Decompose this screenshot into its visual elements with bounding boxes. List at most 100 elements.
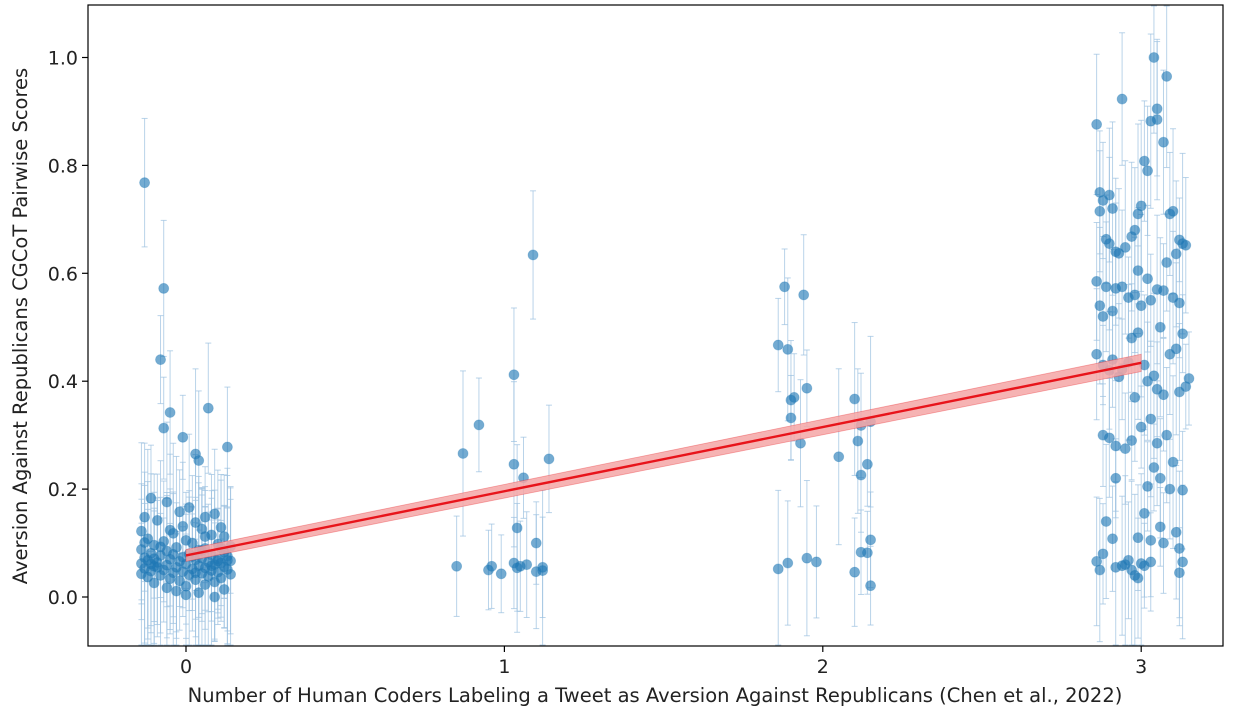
- data-point: [543, 453, 555, 465]
- data-point: [1158, 389, 1169, 401]
- data-point: [1174, 543, 1185, 554]
- data-point: [801, 552, 813, 564]
- data-point: [1170, 343, 1182, 355]
- data-point: [1094, 564, 1106, 576]
- data-point: [1145, 556, 1157, 568]
- data-point: [1161, 429, 1173, 441]
- data-point: [139, 511, 151, 523]
- y-tick-label: 0.4: [48, 371, 78, 393]
- data-point: [155, 354, 166, 366]
- data-point: [865, 534, 876, 546]
- y-tick-label: 0.2: [48, 479, 78, 501]
- data-point: [1103, 238, 1115, 250]
- data-point: [782, 343, 794, 355]
- y-axis-ticks: 0.0 0.2 0.4 0.6 0.8 1.0: [48, 48, 88, 609]
- data-point: [1103, 432, 1115, 444]
- data-point: [1135, 300, 1147, 312]
- data-point: [865, 580, 876, 592]
- data-point: [1148, 52, 1160, 63]
- data-point: [1107, 203, 1118, 214]
- data-point: [186, 537, 198, 549]
- data-point: [209, 576, 221, 588]
- data-point: [1129, 391, 1141, 403]
- data-point: [1094, 300, 1106, 312]
- data-point: [177, 520, 189, 532]
- data-point: [849, 393, 861, 405]
- data-point: [530, 537, 542, 549]
- y-tick-label: 0.0: [48, 587, 78, 609]
- data-point: [1097, 311, 1109, 322]
- data-point: [1119, 242, 1131, 253]
- data-point: [148, 577, 160, 589]
- data-point: [1158, 136, 1169, 148]
- data-point: [1107, 533, 1118, 545]
- data-point: [202, 402, 214, 414]
- data-point: [1116, 93, 1128, 105]
- data-point: [537, 565, 549, 576]
- confidence-band: [185, 353, 1142, 562]
- data-point: [1174, 567, 1185, 579]
- data-point: [1135, 421, 1147, 433]
- data-point: [142, 571, 154, 583]
- data-point: [1138, 507, 1150, 519]
- data-point: [1142, 481, 1153, 492]
- data-point: [1129, 289, 1141, 301]
- x-axis-label: Number of Human Coders Labeling a Tweet …: [188, 684, 1123, 707]
- data-point: [1170, 526, 1182, 538]
- data-points: [136, 52, 1195, 603]
- data-point: [148, 553, 160, 565]
- data-point: [1164, 483, 1176, 495]
- data-point: [511, 522, 523, 534]
- data-point: [1145, 115, 1157, 127]
- data-point: [1100, 281, 1112, 293]
- data-point: [199, 511, 211, 523]
- x-tick-label: 0: [180, 656, 192, 678]
- data-point: [1110, 440, 1122, 452]
- data-point: [1145, 413, 1157, 425]
- data-point: [855, 469, 867, 481]
- data-point: [1100, 516, 1112, 527]
- data-point: [1142, 165, 1153, 177]
- data-point: [221, 441, 233, 453]
- data-point: [1132, 265, 1144, 277]
- data-point: [177, 431, 189, 443]
- data-point: [1148, 370, 1160, 382]
- data-point: [209, 508, 221, 520]
- data-point: [212, 555, 224, 567]
- regression-fit: [185, 353, 1142, 562]
- data-point: [1148, 462, 1160, 473]
- data-point: [1091, 118, 1103, 130]
- data-point: [145, 492, 157, 504]
- data-point: [218, 531, 230, 542]
- x-tick-label: 3: [1135, 656, 1147, 678]
- data-point: [193, 455, 205, 466]
- data-point: [1151, 437, 1163, 449]
- data-point: [1091, 275, 1103, 287]
- data-point: [779, 281, 790, 293]
- data-point: [1094, 205, 1106, 217]
- data-point: [861, 458, 873, 470]
- data-point: [1135, 558, 1147, 569]
- data-point: [772, 339, 784, 351]
- data-point: [164, 407, 176, 418]
- data-point: [1151, 103, 1163, 115]
- data-point: [1158, 537, 1169, 549]
- data-point: [183, 502, 195, 513]
- data-point: [199, 579, 211, 590]
- data-point: [1119, 443, 1131, 455]
- data-point: [1167, 456, 1179, 468]
- data-point: [1154, 472, 1166, 484]
- data-point: [1154, 521, 1166, 533]
- data-point: [1158, 285, 1169, 296]
- x-axis-ticks: 0 1 2 3: [180, 646, 1147, 678]
- data-point: [158, 422, 170, 434]
- data-point: [1116, 281, 1128, 293]
- data-point: [1154, 321, 1166, 333]
- data-point: [139, 177, 151, 189]
- data-point: [451, 560, 463, 572]
- data-point: [161, 582, 173, 594]
- data-point: [1161, 257, 1173, 268]
- data-point: [151, 514, 163, 526]
